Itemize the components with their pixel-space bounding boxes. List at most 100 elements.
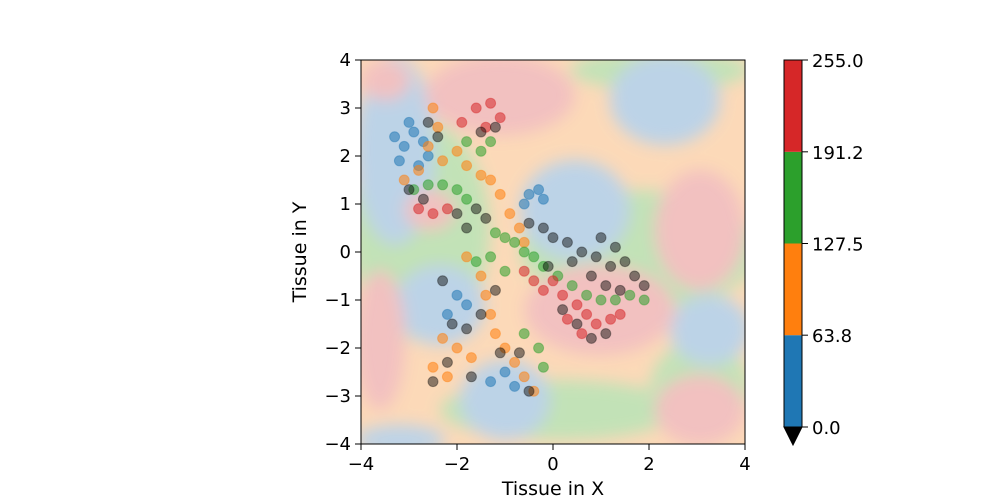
scatter-point <box>427 102 439 114</box>
scatter-point <box>437 275 449 287</box>
scatter-point <box>504 208 516 220</box>
scatter-point <box>441 308 453 320</box>
scatter-point <box>638 294 650 306</box>
colorbar: 0.0 63.8 127.5 191.2 255.0 <box>783 51 864 447</box>
x-tick-label: 4 <box>739 454 750 475</box>
scatter-point <box>427 208 439 220</box>
scatter-point <box>547 232 559 244</box>
scatter-point <box>537 260 549 272</box>
y-axis-label: Tissue in Y <box>289 201 311 303</box>
colorbar-segment <box>784 60 802 152</box>
scatter-point <box>408 184 420 196</box>
scatter-point <box>432 131 444 143</box>
scatter-point <box>485 308 497 320</box>
scatter-point <box>513 222 525 234</box>
scatter-point <box>475 126 487 138</box>
scatter-point <box>576 328 588 340</box>
y-axis: −4 −3 −2 −1 0 1 2 3 4 <box>324 50 361 455</box>
scatter-point <box>542 260 554 272</box>
scatter-point <box>518 246 530 258</box>
scatter-point <box>595 232 607 244</box>
x-axis-label: Tissue in X <box>501 478 604 500</box>
scatter-point <box>456 116 468 128</box>
scatter-point <box>403 184 415 196</box>
scatter-point <box>437 179 449 191</box>
scatter-point <box>441 371 453 383</box>
scatter-point <box>518 371 530 383</box>
scatter-point <box>509 380 521 392</box>
scatter-point <box>413 203 425 215</box>
scatter-point <box>571 318 583 330</box>
scatter-point <box>523 217 535 229</box>
scatter-point <box>480 289 492 301</box>
scatter-point <box>408 126 420 138</box>
scatter-point <box>523 188 535 200</box>
colorbar-tick-label: 0.0 <box>812 418 841 439</box>
scatter-point <box>398 174 410 186</box>
y-tick-label: 1 <box>340 194 351 215</box>
scatter-point <box>398 140 410 152</box>
y-tick-label: −4 <box>324 434 351 455</box>
contour-background <box>361 60 745 444</box>
scatter-point <box>537 193 549 205</box>
y-tick-label: 4 <box>340 50 351 71</box>
scatter-point <box>489 328 501 340</box>
x-tick-label: −2 <box>444 454 471 475</box>
scatter-point <box>461 136 473 148</box>
scatter-point <box>566 256 578 268</box>
scatter-point <box>528 385 540 397</box>
colorbar-segment <box>784 243 802 336</box>
scatter-point <box>461 251 473 263</box>
y-tick-label: −2 <box>324 338 351 359</box>
scatter-point <box>389 131 401 143</box>
scatter-point <box>533 342 545 354</box>
scatter-point <box>605 260 617 272</box>
colorbar-segment <box>784 151 802 244</box>
scatter-point <box>537 284 549 296</box>
scatter-point <box>461 222 473 234</box>
colorbar-tick-label: 191.2 <box>812 143 864 164</box>
scatter-point <box>470 256 482 268</box>
scatter-point <box>432 121 444 133</box>
scatter-point <box>489 227 501 239</box>
scatter-point <box>470 102 482 114</box>
colorbar-segment <box>784 335 802 427</box>
y-tick-label: 2 <box>340 146 351 167</box>
scatter-point <box>446 318 458 330</box>
scatter-point <box>422 179 434 191</box>
scatter-point <box>609 294 621 306</box>
scatter-point <box>576 246 588 258</box>
y-tick-label: 3 <box>340 98 351 119</box>
scatter-point <box>561 313 573 325</box>
scatter-point <box>494 347 506 359</box>
x-axis: −4 −2 0 2 4 <box>348 444 751 475</box>
scatter-point <box>437 332 449 344</box>
scatter-point <box>533 184 545 196</box>
colorbar-extend-arrow <box>783 426 803 447</box>
scatter-point <box>523 385 535 397</box>
scatter-point <box>585 270 597 282</box>
scatter-point <box>609 241 621 253</box>
scatter-point <box>499 265 511 277</box>
y-tick-label: −1 <box>324 290 351 311</box>
scatter-point <box>600 328 612 340</box>
scatter-point <box>475 169 487 181</box>
scatter-point <box>413 164 425 176</box>
scatter-point <box>422 150 434 162</box>
scatter-point <box>499 342 511 354</box>
scatter-point <box>590 318 602 330</box>
scatter-point <box>629 270 641 282</box>
scatter-point <box>518 236 530 248</box>
scatter-point <box>427 361 439 373</box>
scatter-point <box>638 280 650 292</box>
x-tick-label: 0 <box>547 454 558 475</box>
scatter-point <box>480 212 492 224</box>
scatter-point <box>614 284 626 296</box>
scatter-point <box>581 289 593 301</box>
scatter-point <box>437 155 449 167</box>
y-tick-label: 0 <box>340 242 351 263</box>
scatter-point <box>451 208 463 220</box>
scatter-point <box>485 376 497 388</box>
scatter-point <box>494 188 506 200</box>
